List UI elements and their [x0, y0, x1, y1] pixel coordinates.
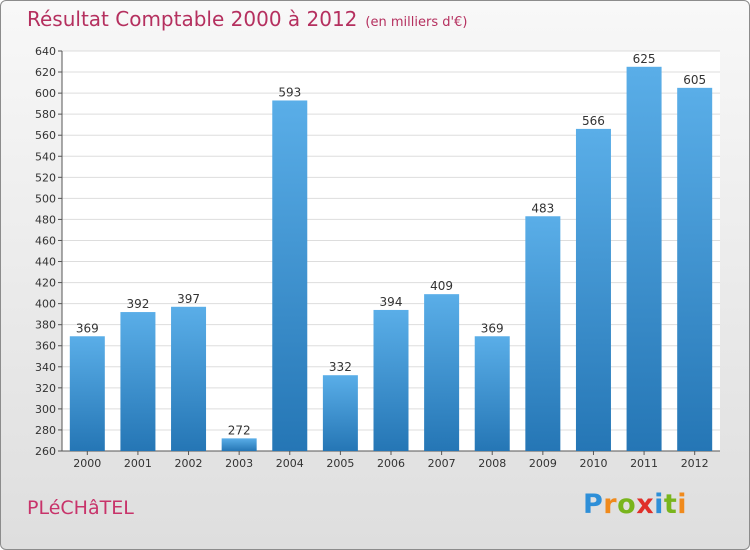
x-tick-label: 2008 — [478, 457, 506, 470]
data-label: 625 — [633, 52, 656, 66]
town-name: PLéCHâTEL — [27, 497, 134, 519]
y-tick-label: 420 — [35, 277, 56, 290]
x-tick-label: 2003 — [225, 457, 253, 470]
proxiti-logo: Proxiti — [583, 489, 687, 520]
logo-letter: t — [663, 489, 678, 520]
y-tick-label: 360 — [35, 340, 56, 353]
logo-letter: i — [654, 489, 664, 520]
bar — [171, 306, 207, 451]
y-tick-label: 580 — [35, 108, 56, 121]
plot-area: 260 280 300 320 340 360 380 400 420 440 460 480 500 5… — [35, 45, 720, 470]
x-tick-label: 2004 — [276, 457, 304, 470]
bar — [272, 100, 308, 451]
y-tick-label: 460 — [35, 234, 56, 247]
data-label: 369 — [481, 321, 504, 335]
chart-subtitle: (en milliers d'€) — [365, 15, 468, 30]
data-label: 566 — [582, 114, 605, 128]
y-tick-label: 560 — [35, 129, 56, 142]
x-tick-label: 2012 — [681, 457, 709, 470]
y-tick-label: 380 — [35, 319, 56, 332]
chart-title-text: Résultat Comptable 2000 à 2012 — [27, 7, 358, 31]
logo-letter: x — [636, 489, 655, 520]
x-tick-label: 2009 — [529, 457, 557, 470]
logo-letter: r — [603, 489, 618, 520]
bar — [120, 312, 156, 451]
chart-title: Résultat Comptable 2000 à 2012 (en millie… — [27, 7, 467, 31]
y-tick-label: 260 — [35, 445, 56, 458]
data-label: 483 — [531, 201, 554, 215]
data-label: 605 — [683, 73, 706, 87]
bar — [677, 87, 713, 451]
y-tick-label: 500 — [35, 192, 56, 205]
data-label: 397 — [177, 292, 200, 306]
bar — [69, 336, 105, 451]
bar — [373, 309, 409, 451]
bar — [525, 216, 561, 451]
y-tick-label: 480 — [35, 213, 56, 226]
data-label: 593 — [278, 85, 301, 99]
data-label: 332 — [329, 360, 352, 374]
y-tick-label: 320 — [35, 382, 56, 395]
x-tick-label: 2010 — [579, 457, 607, 470]
data-label: 272 — [228, 423, 251, 437]
data-label: 369 — [76, 321, 99, 335]
y-tick-label: 620 — [35, 66, 56, 79]
bar — [474, 336, 510, 451]
logo-letter: o — [617, 489, 637, 520]
logo-letter: i — [677, 489, 688, 520]
y-tick-label: 520 — [35, 171, 56, 184]
data-label: 392 — [126, 297, 149, 311]
y-tick-label: 540 — [35, 150, 56, 163]
bar — [322, 375, 358, 451]
x-tick-label: 2001 — [124, 457, 152, 470]
y-tick-label: 300 — [35, 403, 56, 416]
bar — [424, 294, 460, 451]
x-tick-label: 2007 — [428, 457, 456, 470]
y-tick-label: 340 — [35, 361, 56, 374]
bar — [575, 128, 611, 451]
data-label: 409 — [430, 279, 453, 293]
data-label: 394 — [380, 295, 403, 309]
y-tick-label: 280 — [35, 424, 56, 437]
bar — [221, 438, 257, 451]
y-tick-label: 640 — [35, 45, 56, 58]
x-tick-label: 2002 — [175, 457, 203, 470]
x-tick-label: 2005 — [326, 457, 354, 470]
bar — [626, 66, 662, 451]
x-tick-label: 2011 — [630, 457, 658, 470]
y-tick-label: 440 — [35, 256, 56, 269]
y-tick-label: 400 — [35, 298, 56, 311]
y-tick-label: 600 — [35, 87, 56, 100]
x-tick-label: 2006 — [377, 457, 405, 470]
x-tick-label: 2000 — [73, 457, 101, 470]
logo-letter: P — [583, 489, 604, 520]
